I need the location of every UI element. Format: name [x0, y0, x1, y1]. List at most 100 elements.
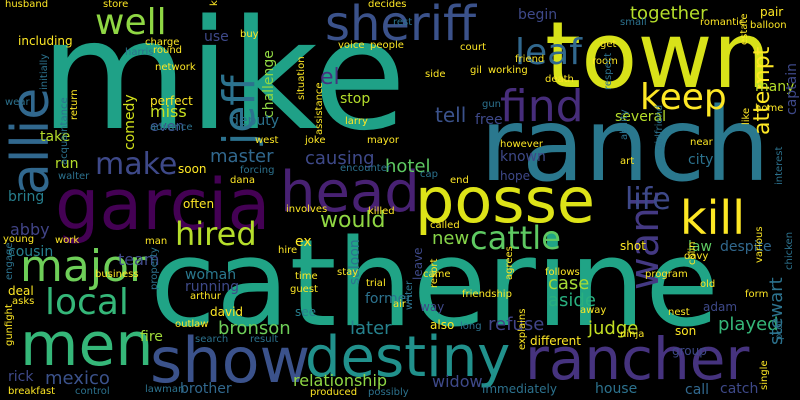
- word-cloud-word: major: [20, 241, 148, 292]
- word-cloud-word: aside: [548, 290, 596, 311]
- word-cloud-word: free: [475, 112, 503, 128]
- word-cloud-word: decides: [368, 0, 407, 10]
- word-cloud-word: store: [103, 0, 129, 10]
- word-cloud-word: single: [759, 360, 770, 390]
- word-cloud-word: breakfast: [8, 386, 56, 397]
- word-cloud-word: see: [295, 305, 317, 319]
- word-cloud-word: catch: [720, 381, 759, 397]
- word-cloud-word: cousin: [8, 244, 54, 260]
- word-cloud-word: immediately: [482, 382, 557, 396]
- word-cloud-word: fire: [140, 329, 163, 345]
- word-cloud-word: result: [250, 334, 279, 345]
- word-cloud-word: team: [118, 250, 160, 269]
- word-cloud-word: wear: [5, 97, 30, 108]
- word-cloud-word: air: [393, 299, 407, 310]
- word-cloud-word: find: [500, 81, 584, 132]
- word-cloud-word: gunfight: [4, 304, 15, 346]
- word-cloud-word: bring: [8, 189, 45, 205]
- word-cloud-word: master: [210, 146, 274, 167]
- word-cloud-word: forcing: [240, 165, 275, 176]
- word-cloud-word: walter: [58, 171, 90, 182]
- word-cloud-word: however: [500, 139, 543, 150]
- word-cloud-word: trial: [366, 278, 386, 289]
- word-cloud-word: young: [3, 234, 35, 245]
- word-cloud-word: destiny: [305, 325, 511, 390]
- word-cloud-word: ex: [295, 234, 312, 250]
- word-cloud-word: network: [155, 62, 196, 73]
- word-cloud-word: together: [630, 3, 708, 24]
- word-cloud-word: long: [460, 321, 482, 332]
- word-cloud-word: encounter: [340, 163, 391, 174]
- word-cloud-word: take: [40, 129, 71, 145]
- word-cloud-word: stay: [337, 267, 359, 278]
- word-cloud-word: possibly: [368, 387, 409, 398]
- word-cloud-word: called: [430, 220, 460, 231]
- word-cloud-word: various: [754, 226, 765, 263]
- word-cloud-word: often: [183, 197, 215, 211]
- word-cloud-word: asks: [12, 296, 35, 307]
- word-cloud-word: davy: [684, 251, 709, 262]
- word-cloud-word: saloon: [347, 239, 363, 285]
- word-cloud-word: perfect: [150, 94, 193, 108]
- word-cloud-word: hire: [278, 245, 298, 256]
- word-cloud-word: use: [204, 29, 229, 45]
- word-cloud-word: old: [700, 279, 716, 290]
- word-cloud-word: hired: [175, 215, 257, 253]
- word-cloud-word: woman: [185, 267, 237, 283]
- word-cloud-word: relationship: [293, 371, 388, 390]
- word-cloud-word: writer: [404, 280, 415, 310]
- word-cloud-word: case: [548, 273, 590, 294]
- word-cloud-word: bronson: [218, 318, 291, 339]
- word-cloud-word: guest: [290, 284, 318, 295]
- word-cloud-word: mike: [40, 0, 407, 164]
- word-cloud-word: cattle: [470, 219, 561, 257]
- word-cloud-word: miss: [150, 102, 187, 121]
- word-cloud-word: adam: [703, 300, 738, 314]
- word-cloud-word: interest: [774, 146, 785, 185]
- word-cloud-word: program: [645, 269, 688, 280]
- word-cloud-word: ability: [619, 109, 630, 140]
- word-cloud-word: larry: [345, 116, 368, 127]
- word-cloud-word: art: [620, 156, 635, 167]
- word-cloud-word: outlaw: [175, 319, 209, 330]
- word-cloud-word: initially: [39, 53, 50, 90]
- word-cloud-word: deputy: [230, 113, 280, 129]
- word-cloud-word: hotel: [385, 156, 431, 177]
- word-cloud-word: former: [365, 291, 413, 307]
- word-cloud-word: ranch: [480, 86, 770, 205]
- word-cloud-word: business: [95, 269, 139, 280]
- word-cloud-word: engage: [4, 242, 15, 280]
- word-cloud-word: death: [545, 74, 574, 85]
- word-cloud-word: would: [320, 208, 386, 233]
- word-cloud-word: group: [672, 344, 707, 358]
- word-cloud-word: prof: [774, 320, 785, 340]
- word-cloud-word: charge: [145, 37, 180, 48]
- word-cloud-word: mexico: [45, 368, 110, 389]
- word-cloud-word: explains: [517, 308, 528, 350]
- word-cloud-word: captain: [784, 63, 800, 115]
- word-cloud-word: away: [580, 305, 607, 316]
- word-cloud-word: court: [460, 42, 486, 53]
- word-cloud-word: el: [320, 65, 340, 90]
- word-cloud-word: west: [255, 135, 279, 146]
- word-cloud-word: voice: [338, 40, 365, 51]
- word-cloud-word: keep: [640, 77, 727, 118]
- word-cloud-word: lawman: [145, 384, 185, 395]
- word-cloud-word: harris: [125, 47, 154, 58]
- word-cloud-word: ninja: [620, 329, 645, 340]
- word-cloud-word: city: [688, 152, 714, 168]
- word-cloud-word: arthur: [190, 291, 221, 302]
- word-cloud-word: brother: [180, 381, 232, 397]
- word-cloud-word: respect: [603, 52, 614, 90]
- word-cloud-word: mayor: [367, 135, 400, 146]
- word-cloud-word: home: [755, 103, 784, 114]
- word-cloud-word: man: [145, 236, 168, 247]
- word-cloud-word: house: [595, 381, 638, 397]
- word-cloud-word: estate: [739, 13, 750, 45]
- word-cloud-word: working: [488, 65, 528, 76]
- word-cloud-word: posse: [415, 164, 596, 237]
- word-cloud-word: small: [620, 17, 647, 28]
- word-cloud-word: soon: [178, 162, 207, 176]
- word-cloud-word: way: [420, 300, 445, 314]
- word-cloud-word: deal: [8, 284, 34, 298]
